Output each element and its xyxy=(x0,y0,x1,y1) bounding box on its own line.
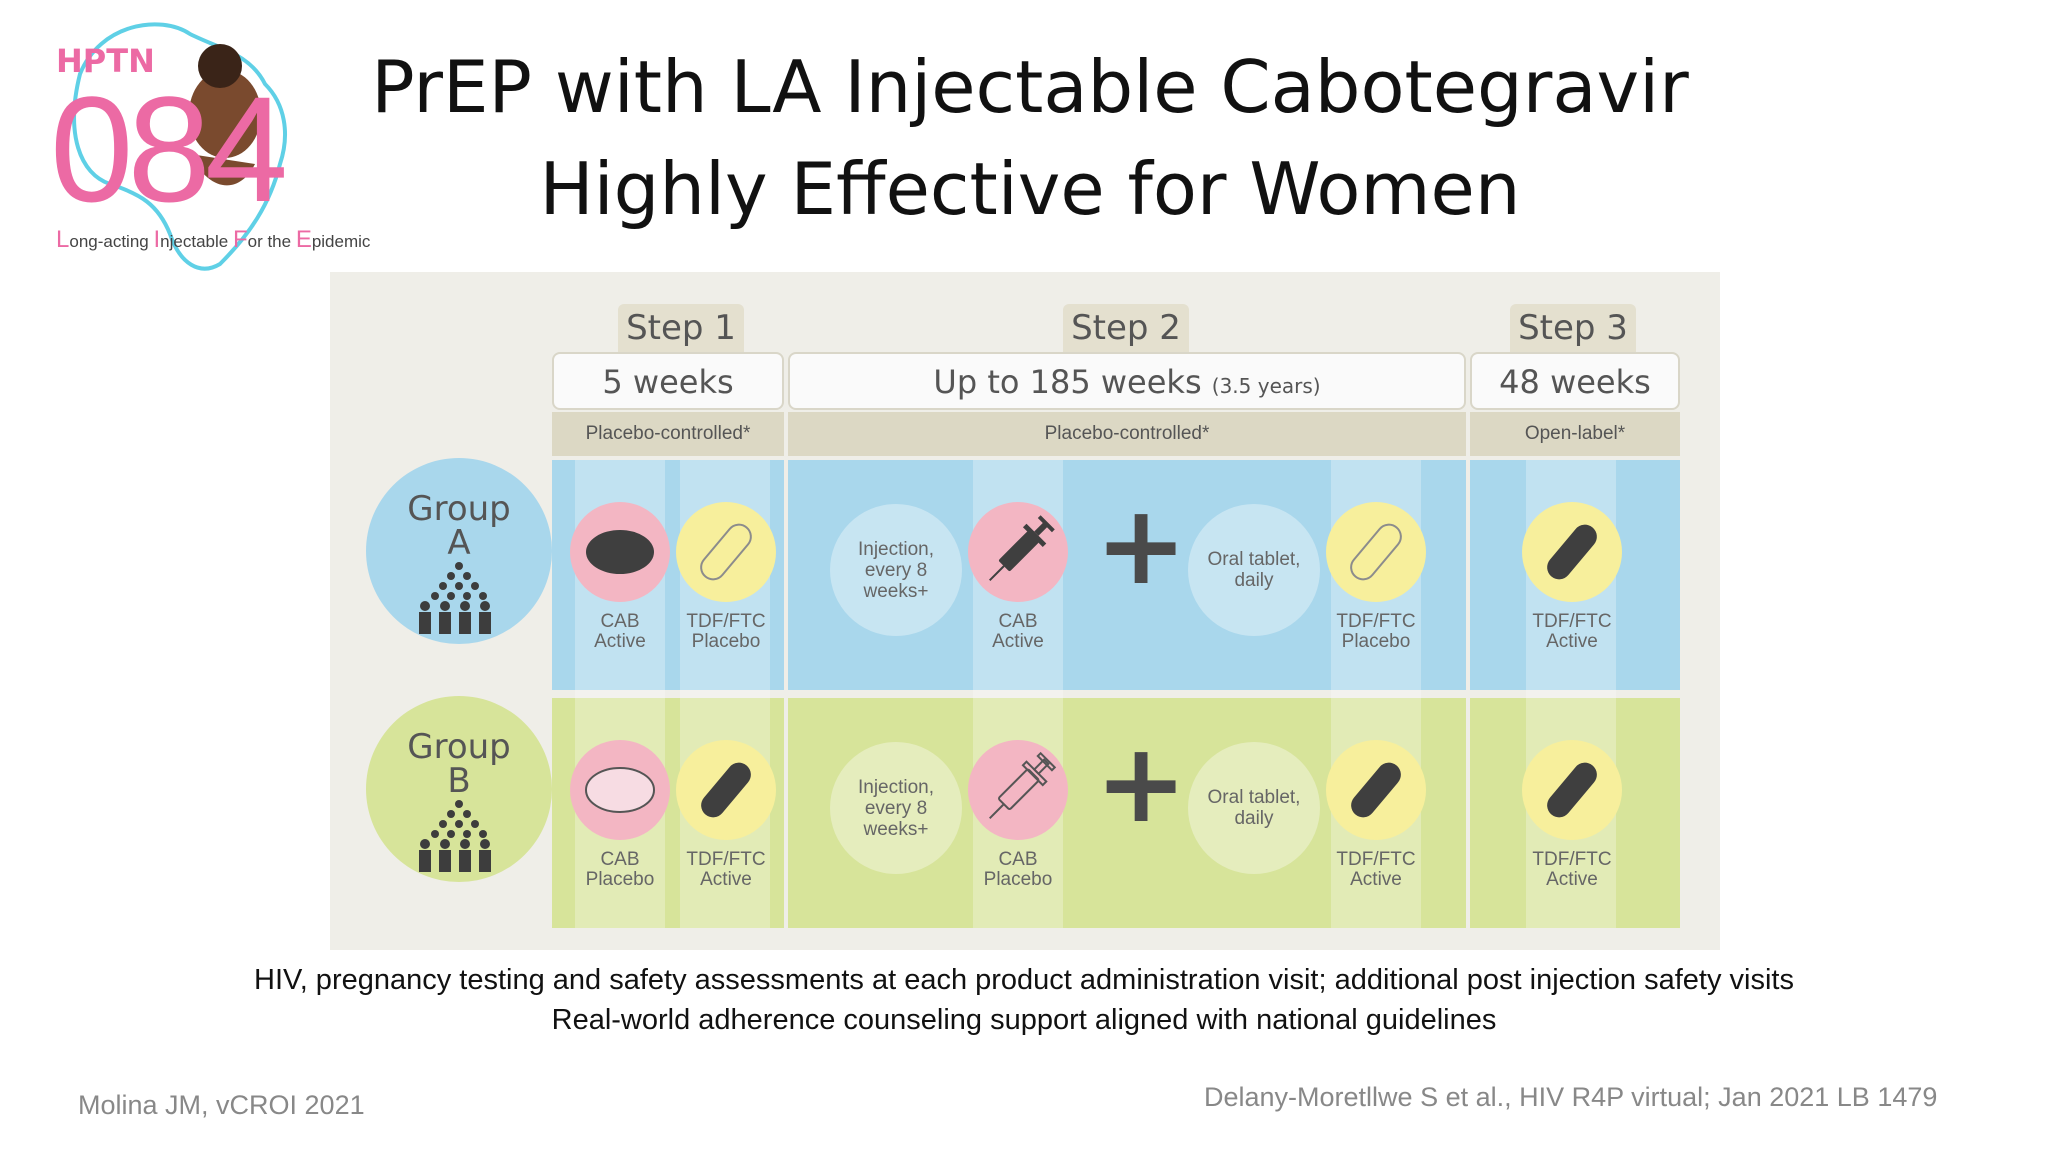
tdf-ftc-placebo-pill-icon xyxy=(1326,502,1426,602)
people-group-icon xyxy=(419,800,491,872)
step-2-duration: Up to 185 weeks (3.5 years) xyxy=(788,352,1466,410)
step-2-tab: Step 2 xyxy=(1063,304,1189,352)
hptn-084-logo: HPTN 084 Long-acting Injectable For the … xyxy=(40,14,370,276)
group-b-step-2-oral-label: TDF/FTC Active xyxy=(1336,849,1416,890)
group-a-oral-note: Oral tablet, daily xyxy=(1188,504,1320,636)
group-b-step-1-tdf-label: TDF/FTC Active xyxy=(686,849,766,890)
plus-icon: + xyxy=(1095,719,1188,847)
note-line-2: Real-world adherence counseling support … xyxy=(551,1004,1497,1036)
slide-title: PrEP with LA Injectable Cabotegravir Hig… xyxy=(300,36,1760,240)
group-b-badge: Group B xyxy=(366,696,552,882)
citation-left: Molina JM, vCROI 2021 xyxy=(78,1090,365,1120)
group-b-step-3-label: TDF/FTC Active xyxy=(1532,849,1612,890)
step-2-design: Placebo-controlled* xyxy=(788,412,1466,456)
tdf-ftc-placebo-pill-icon xyxy=(676,502,776,602)
tdf-ftc-active-pill-icon xyxy=(1522,740,1622,840)
step-3-tab: Step 3 xyxy=(1510,304,1636,352)
group-b-oral-note: Oral tablet, daily xyxy=(1188,742,1320,874)
group-a-label: Group A xyxy=(407,489,511,563)
group-a-step-1-cab-label: CAB Active xyxy=(594,611,646,652)
syringe-active-icon xyxy=(968,502,1068,602)
logo-number: 084 xyxy=(50,65,288,233)
group-b-injection-note: Injection, every 8 weeks+ xyxy=(830,742,962,874)
title-line-2: Highly Effective for Women xyxy=(539,147,1521,231)
group-a-injection-note: Injection, every 8 weeks+ xyxy=(830,504,962,636)
citation-right: Delany-Moretllwe S et al., HIV R4P virtu… xyxy=(1204,1082,1938,1112)
group-a-step-3-label: TDF/FTC Active xyxy=(1532,611,1612,652)
cab-placebo-icon xyxy=(570,740,670,840)
tdf-ftc-active-pill-icon xyxy=(676,740,776,840)
step-1-design: Placebo-controlled* xyxy=(552,412,784,456)
group-b-label: Group B xyxy=(407,727,511,801)
group-a-badge: Group A xyxy=(366,458,552,644)
syringe-placebo-icon xyxy=(968,740,1068,840)
tdf-ftc-active-pill-icon xyxy=(1326,740,1426,840)
africa-outline-icon xyxy=(72,22,287,271)
people-group-icon xyxy=(419,562,491,634)
logo-hptn-text: HPTN xyxy=(56,42,155,80)
step-3-design: Open-label* xyxy=(1470,412,1680,456)
note-line-1: HIV, pregnancy testing and safety assess… xyxy=(254,964,1794,996)
group-a-step-2-oral-label: TDF/FTC Placebo xyxy=(1336,611,1416,652)
step-1-tab: Step 1 xyxy=(618,304,744,352)
step-3-duration: 48 weeks xyxy=(1470,352,1680,410)
step-1-duration: 5 weeks xyxy=(552,352,784,410)
group-b-step-1-cab-label: CAB Placebo xyxy=(585,849,655,890)
group-a-step-2-injection-label: CAB Active xyxy=(992,611,1044,652)
cab-active-icon xyxy=(570,502,670,602)
group-b-step-2-injection-label: CAB Placebo xyxy=(983,849,1053,890)
group-a-step-1-tdf-label: TDF/FTC Placebo xyxy=(686,611,766,652)
tdf-ftc-active-pill-icon xyxy=(1522,502,1622,602)
logo-tagline: Long-acting Injectable For the Epidemic xyxy=(56,226,371,253)
study-design-diagram: Step 1 Step 2 Step 3 5 weeks Up to 185 w… xyxy=(330,272,1720,950)
title-line-1: PrEP with LA Injectable Cabotegravir xyxy=(371,45,1689,129)
plus-icon: + xyxy=(1095,481,1188,609)
